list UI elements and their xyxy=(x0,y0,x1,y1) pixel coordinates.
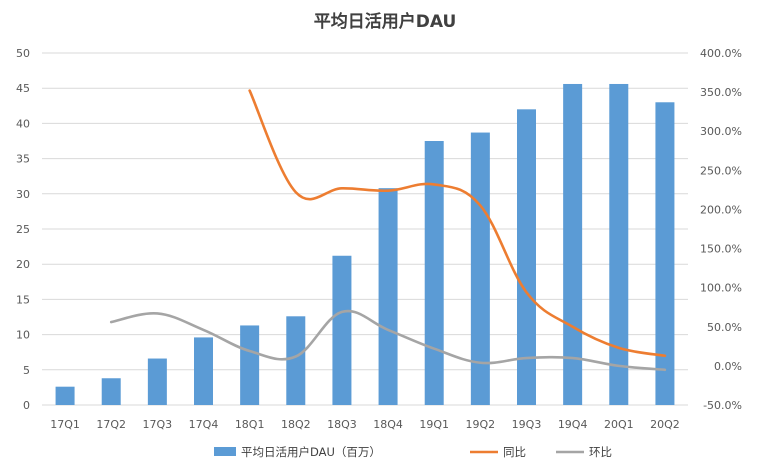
left-axis-tick-label: 45 xyxy=(16,82,30,95)
dau-bar xyxy=(332,255,352,405)
x-axis-tick-label: 19Q3 xyxy=(512,418,542,431)
right-axis-tick-label: 0.0% xyxy=(714,360,742,373)
dau-bar xyxy=(424,141,444,405)
left-axis-tick-label: 0 xyxy=(23,399,30,412)
legend-qoq: 环比 xyxy=(556,445,612,459)
x-axis-tick-label: 18Q3 xyxy=(327,418,357,431)
right-axis-tick-label: 400.0% xyxy=(700,47,742,60)
legend: 平均日活用户DAU（百万） 同比 环比 xyxy=(214,445,612,459)
right-axis-tick-label: 100.0% xyxy=(700,282,742,295)
left-axis-tick-label: 25 xyxy=(16,223,30,236)
dau-bar xyxy=(240,325,260,405)
x-axis-tick-label: 19Q4 xyxy=(558,418,588,431)
legend-dau: 平均日活用户DAU（百万） xyxy=(214,445,381,459)
dau-bar xyxy=(655,102,675,405)
line-series xyxy=(109,89,667,372)
x-axis-tick-label: 19Q2 xyxy=(466,418,496,431)
dau-bar xyxy=(286,316,306,405)
dau-bar xyxy=(147,358,167,405)
left-axis-tick-label: 20 xyxy=(16,258,30,271)
left-axis-tick-label: 35 xyxy=(16,153,30,166)
right-axis-tick-label: 350.0% xyxy=(700,86,742,99)
x-axis-tick-label: 17Q1 xyxy=(50,418,80,431)
dau-bar xyxy=(55,386,75,405)
left-axis-tick-label: 10 xyxy=(16,329,30,342)
left-axis-tick-label: 30 xyxy=(16,188,30,201)
x-axis-tick-label: 18Q2 xyxy=(281,418,311,431)
x-axis-tick-label: 20Q2 xyxy=(650,418,680,431)
right-axis-tick-label: -50.0% xyxy=(703,399,742,412)
right-axis-tick-label: 250.0% xyxy=(700,164,742,177)
left-axis-tick-label: 40 xyxy=(16,117,30,130)
dau-bar xyxy=(517,109,536,405)
dau-bar xyxy=(378,188,398,405)
right-axis-tick-label: 150.0% xyxy=(700,243,742,256)
x-axis-tick-label: 18Q1 xyxy=(235,418,265,431)
legend-label: 环比 xyxy=(589,445,612,459)
left-axis-tick-label: 5 xyxy=(23,364,30,377)
dau-bar xyxy=(101,378,121,405)
qoq-line xyxy=(109,309,667,372)
x-axis-tick-label: 20Q1 xyxy=(604,418,634,431)
legend-label: 平均日活用户DAU（百万） xyxy=(241,445,381,459)
legend-label: 同比 xyxy=(503,445,526,459)
x-axis-tick-label: 18Q4 xyxy=(373,418,403,431)
right-axis-ticks: -50.0% 0.0% 50.0% 100.0% 150.0% 200.0% 250.0% 3… xyxy=(700,47,742,412)
right-axis-tick-label: 50.0% xyxy=(707,321,742,334)
x-axis-tick-label: 17Q2 xyxy=(96,418,126,431)
x-axis-tick-label: 17Q4 xyxy=(189,418,219,431)
left-axis-tick-label: 15 xyxy=(16,293,30,306)
x-axis-ticks: 17Q1 17Q2 17Q3 17Q4 18Q1 18Q2 18Q3 18Q4 19Q1 19Q2… xyxy=(50,418,680,431)
x-axis-tick-label: 17Q3 xyxy=(143,418,173,431)
dau-bar xyxy=(194,337,213,405)
x-axis-tick-label: 19Q1 xyxy=(419,418,449,431)
right-axis-tick-label: 300.0% xyxy=(700,125,742,138)
yoy-line xyxy=(248,89,667,358)
left-axis-ticks: 0 5 10 15 20 25 30 35 40 45 50 xyxy=(16,47,30,412)
dau-bar xyxy=(609,83,629,405)
right-axis-tick-label: 200.0% xyxy=(700,203,742,216)
legend-yoy: 同比 xyxy=(470,445,526,459)
legend-swatch xyxy=(214,447,236,456)
left-axis-tick-label: 50 xyxy=(16,47,30,60)
chart-title: 平均日活用户DAU xyxy=(314,11,457,32)
